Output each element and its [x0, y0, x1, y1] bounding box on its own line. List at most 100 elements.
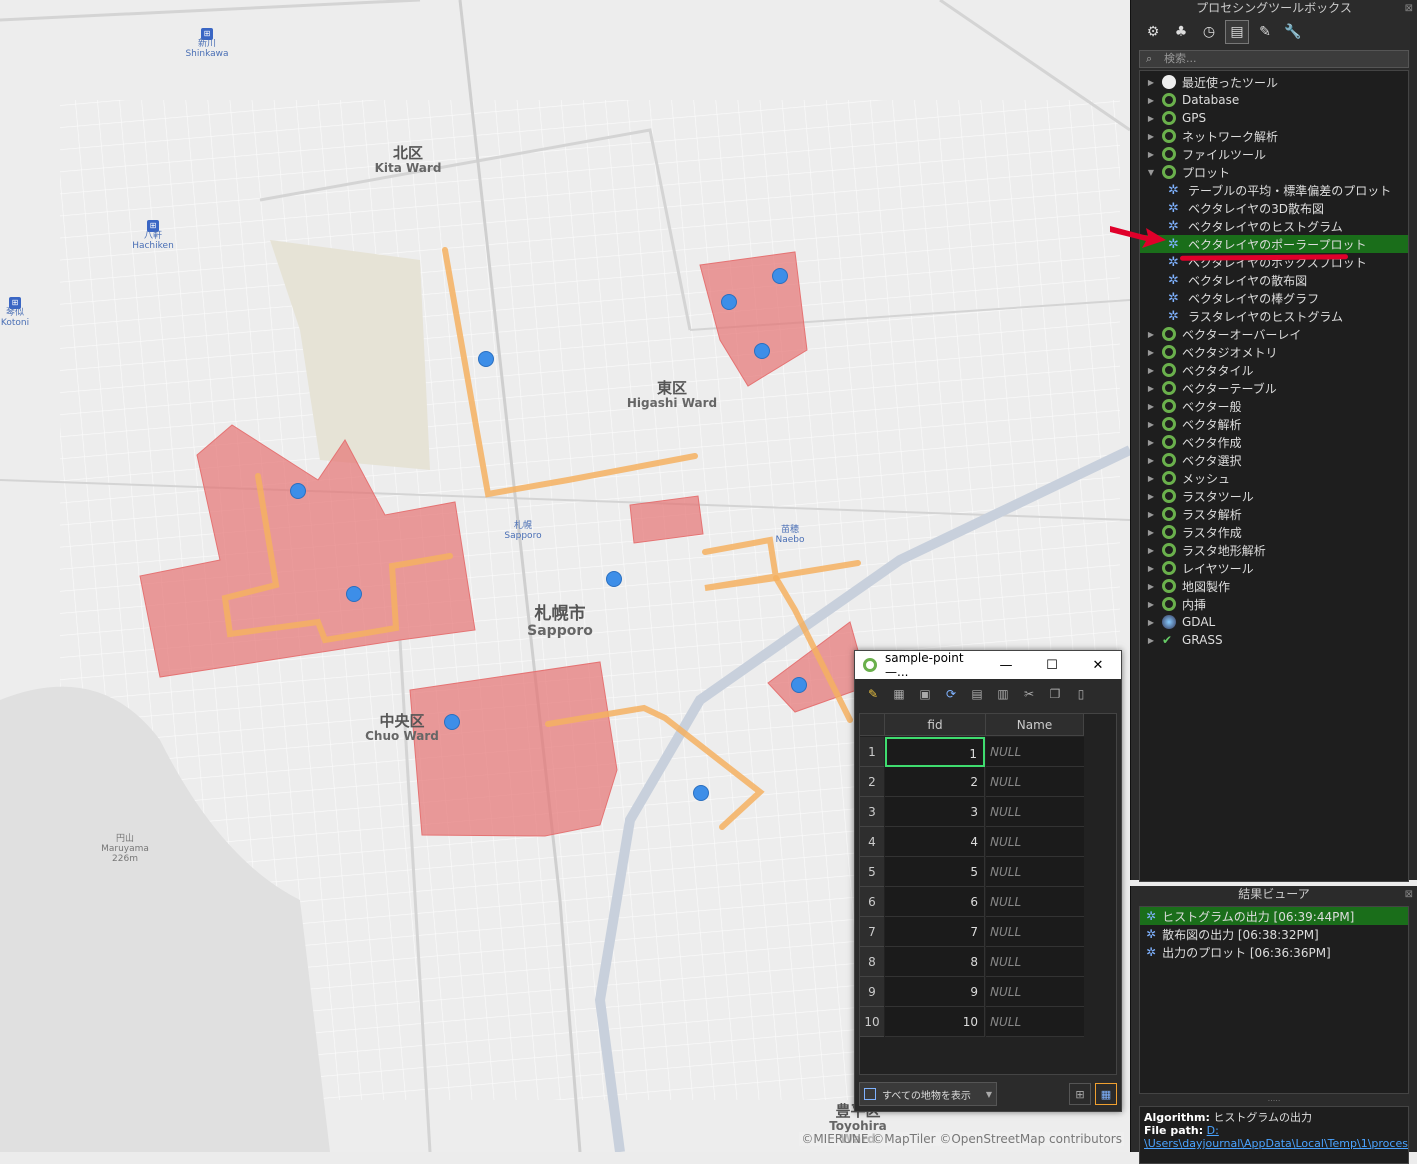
add-feature-icon[interactable]: ▤	[971, 687, 983, 701]
tree-group-item[interactable]: ▼ プロット	[1140, 163, 1408, 181]
tree-tool-item[interactable]: ✲ ラスタレイヤのヒストグラム	[1140, 307, 1408, 325]
row-number[interactable]: 9	[860, 977, 884, 1007]
chevron-right-icon[interactable]: ▶	[1147, 365, 1155, 375]
tree-group-item[interactable]: ▶ ベクターテーブル	[1140, 379, 1408, 397]
tree-group-item[interactable]: ▶ ラスタ解析	[1140, 505, 1408, 523]
multi-edit-icon[interactable]: ▦	[893, 687, 905, 701]
row-number[interactable]: 4	[860, 827, 884, 857]
tree-group-item[interactable]: ▶ GDAL	[1140, 613, 1408, 631]
tree-group-item[interactable]: ▶ ✔ GRASS	[1140, 631, 1408, 649]
cell-name[interactable]: NULL	[986, 917, 1084, 947]
tree-group-item[interactable]: ▶ メッシュ	[1140, 469, 1408, 487]
tree-group-item[interactable]: ▶ ラスタ作成	[1140, 523, 1408, 541]
table-view-icon[interactable]: ▦	[1095, 1083, 1117, 1105]
chevron-right-icon[interactable]: ▶	[1147, 491, 1155, 501]
chevron-down-icon[interactable]: ▼	[1147, 167, 1155, 177]
tree-group-item[interactable]: ▶ ベクタタイル	[1140, 361, 1408, 379]
chevron-right-icon[interactable]: ▶	[1147, 401, 1155, 411]
delete-feature-icon[interactable]: ▥	[997, 687, 1009, 701]
column-header-fid[interactable]: fid	[885, 714, 986, 736]
paste-icon[interactable]: ▯	[1077, 687, 1085, 701]
cell-fid[interactable]: 1	[885, 737, 985, 767]
maximize-icon[interactable]: ☐	[1046, 657, 1058, 673]
tree-tool-item[interactable]: ✲ ベクタレイヤのヒストグラム	[1140, 217, 1408, 235]
tree-tool-item[interactable]: ✲ テーブルの平均・標準偏差のプロット	[1140, 181, 1408, 199]
row-number[interactable]: 7	[860, 917, 884, 947]
chevron-right-icon[interactable]: ▶	[1147, 599, 1155, 609]
tree-group-item[interactable]: ▶ レイヤツール	[1140, 559, 1408, 577]
result-item[interactable]: ✲ ヒストグラムの出力 [06:39:44PM]	[1140, 907, 1408, 925]
chevron-right-icon[interactable]: ▶	[1147, 329, 1155, 339]
chevron-right-icon[interactable]: ▶	[1147, 545, 1155, 555]
splitter-handle[interactable]: .....	[1267, 1094, 1281, 1103]
cell-name[interactable]: NULL	[986, 827, 1084, 857]
models-icon[interactable]: ⚙	[1146, 24, 1160, 40]
tree-tool-item[interactable]: ✲ ベクタレイヤの3D散布図	[1140, 199, 1408, 217]
cell-fid[interactable]: 10	[885, 1007, 985, 1037]
tree-group-item[interactable]: ▶ ファイルツール	[1140, 145, 1408, 163]
edit-features-icon[interactable]: ✎	[1259, 24, 1271, 40]
close-icon[interactable]: ✕	[1092, 657, 1104, 673]
chevron-right-icon[interactable]: ▶	[1147, 419, 1155, 429]
chevron-right-icon[interactable]: ▶	[1147, 95, 1155, 105]
reload-icon[interactable]: ⟳	[945, 687, 957, 701]
chevron-right-icon[interactable]: ▶	[1147, 347, 1155, 357]
tree-group-item[interactable]: ▶ ベクタ選択	[1140, 451, 1408, 469]
history-icon[interactable]: ◷	[1202, 24, 1216, 40]
chevron-right-icon[interactable]: ▶	[1147, 635, 1155, 645]
chevron-right-icon[interactable]: ▶	[1147, 581, 1155, 591]
cell-fid[interactable]: 4	[885, 827, 985, 857]
tree-group-item[interactable]: ▶ ラスタツール	[1140, 487, 1408, 505]
row-number[interactable]: 1	[860, 737, 884, 767]
cell-name[interactable]: NULL	[986, 947, 1084, 977]
map-canvas[interactable]: 北区 Kita Ward 東区 Higashi Ward 札幌市 Sapporo 中央…	[0, 0, 1130, 1152]
cell-fid[interactable]: 2	[885, 767, 985, 797]
row-number[interactable]: 3	[860, 797, 884, 827]
copy-icon[interactable]: ❐	[1049, 687, 1061, 701]
chevron-right-icon[interactable]: ▶	[1147, 563, 1155, 573]
row-number[interactable]: 2	[860, 767, 884, 797]
options-wrench-icon[interactable]: 🔧	[1284, 24, 1302, 40]
tree-tool-item[interactable]: ✲ ベクタレイヤの散布図	[1140, 271, 1408, 289]
tree-group-item[interactable]: ▶ 最近使ったツール	[1140, 73, 1408, 91]
column-header-name[interactable]: Name	[986, 714, 1084, 736]
cell-name[interactable]: NULL	[986, 737, 1084, 767]
tree-group-item[interactable]: ▶ 内挿	[1140, 595, 1408, 613]
tree-tool-item[interactable]: ✲ ベクタレイヤのポーラープロット	[1140, 235, 1408, 253]
tree-group-item[interactable]: ▶ ベクタ解析	[1140, 415, 1408, 433]
tree-group-item[interactable]: ▶ ベクタジオメトリ	[1140, 343, 1408, 361]
results-icon[interactable]: ▤	[1225, 20, 1249, 44]
chevron-right-icon[interactable]: ▶	[1147, 509, 1155, 519]
toolbox-search-input[interactable]: ⌕ 検索...	[1139, 50, 1409, 68]
cell-fid[interactable]: 8	[885, 947, 985, 977]
row-number[interactable]: 5	[860, 857, 884, 887]
minimize-icon[interactable]: —	[999, 657, 1013, 673]
chevron-right-icon[interactable]: ▶	[1147, 617, 1155, 627]
tree-group-item[interactable]: ▶ 地図製作	[1140, 577, 1408, 595]
tree-tool-item[interactable]: ✲ ベクタレイヤの棒グラフ	[1140, 289, 1408, 307]
cell-name[interactable]: NULL	[986, 857, 1084, 887]
tree-group-item[interactable]: ▶ ラスタ地形解析	[1140, 541, 1408, 559]
tree-group-item[interactable]: ▶ ベクターオーバーレイ	[1140, 325, 1408, 343]
save-edits-icon[interactable]: ▣	[919, 687, 931, 701]
tree-group-item[interactable]: ▶ ベクター般	[1140, 397, 1408, 415]
row-number[interactable]: 10	[860, 1007, 884, 1037]
cut-icon[interactable]: ✂	[1023, 687, 1035, 701]
chevron-right-icon[interactable]: ▶	[1147, 77, 1155, 87]
cell-fid[interactable]: 6	[885, 887, 985, 917]
cell-name[interactable]: NULL	[986, 887, 1084, 917]
chevron-right-icon[interactable]: ▶	[1147, 131, 1155, 141]
panel-close-icon[interactable]: ⊠	[1404, 889, 1413, 900]
cell-fid[interactable]: 3	[885, 797, 985, 827]
tree-group-item[interactable]: ▶ GPS	[1140, 109, 1408, 127]
chevron-right-icon[interactable]: ▶	[1147, 437, 1155, 447]
filepath-link[interactable]: D:	[1206, 1124, 1219, 1137]
row-number[interactable]: 8	[860, 947, 884, 977]
result-item[interactable]: ✲ 散布図の出力 [06:38:32PM]	[1140, 925, 1408, 943]
cell-fid[interactable]: 9	[885, 977, 985, 1007]
attr-titlebar[interactable]: sample-point —... — ☐ ✕	[855, 651, 1121, 679]
chevron-right-icon[interactable]: ▶	[1147, 383, 1155, 393]
cell-fid[interactable]: 5	[885, 857, 985, 887]
cell-name[interactable]: NULL	[986, 797, 1084, 827]
form-view-icon[interactable]: ⊞	[1069, 1083, 1091, 1105]
